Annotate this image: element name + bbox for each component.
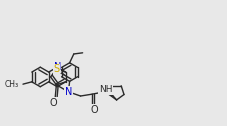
Text: N: N (54, 62, 61, 72)
Text: O: O (49, 98, 57, 108)
Text: CH₃: CH₃ (5, 80, 19, 89)
Text: O: O (91, 105, 98, 115)
Text: NH: NH (99, 85, 112, 94)
Text: N: N (65, 87, 72, 97)
Text: S: S (53, 64, 59, 74)
